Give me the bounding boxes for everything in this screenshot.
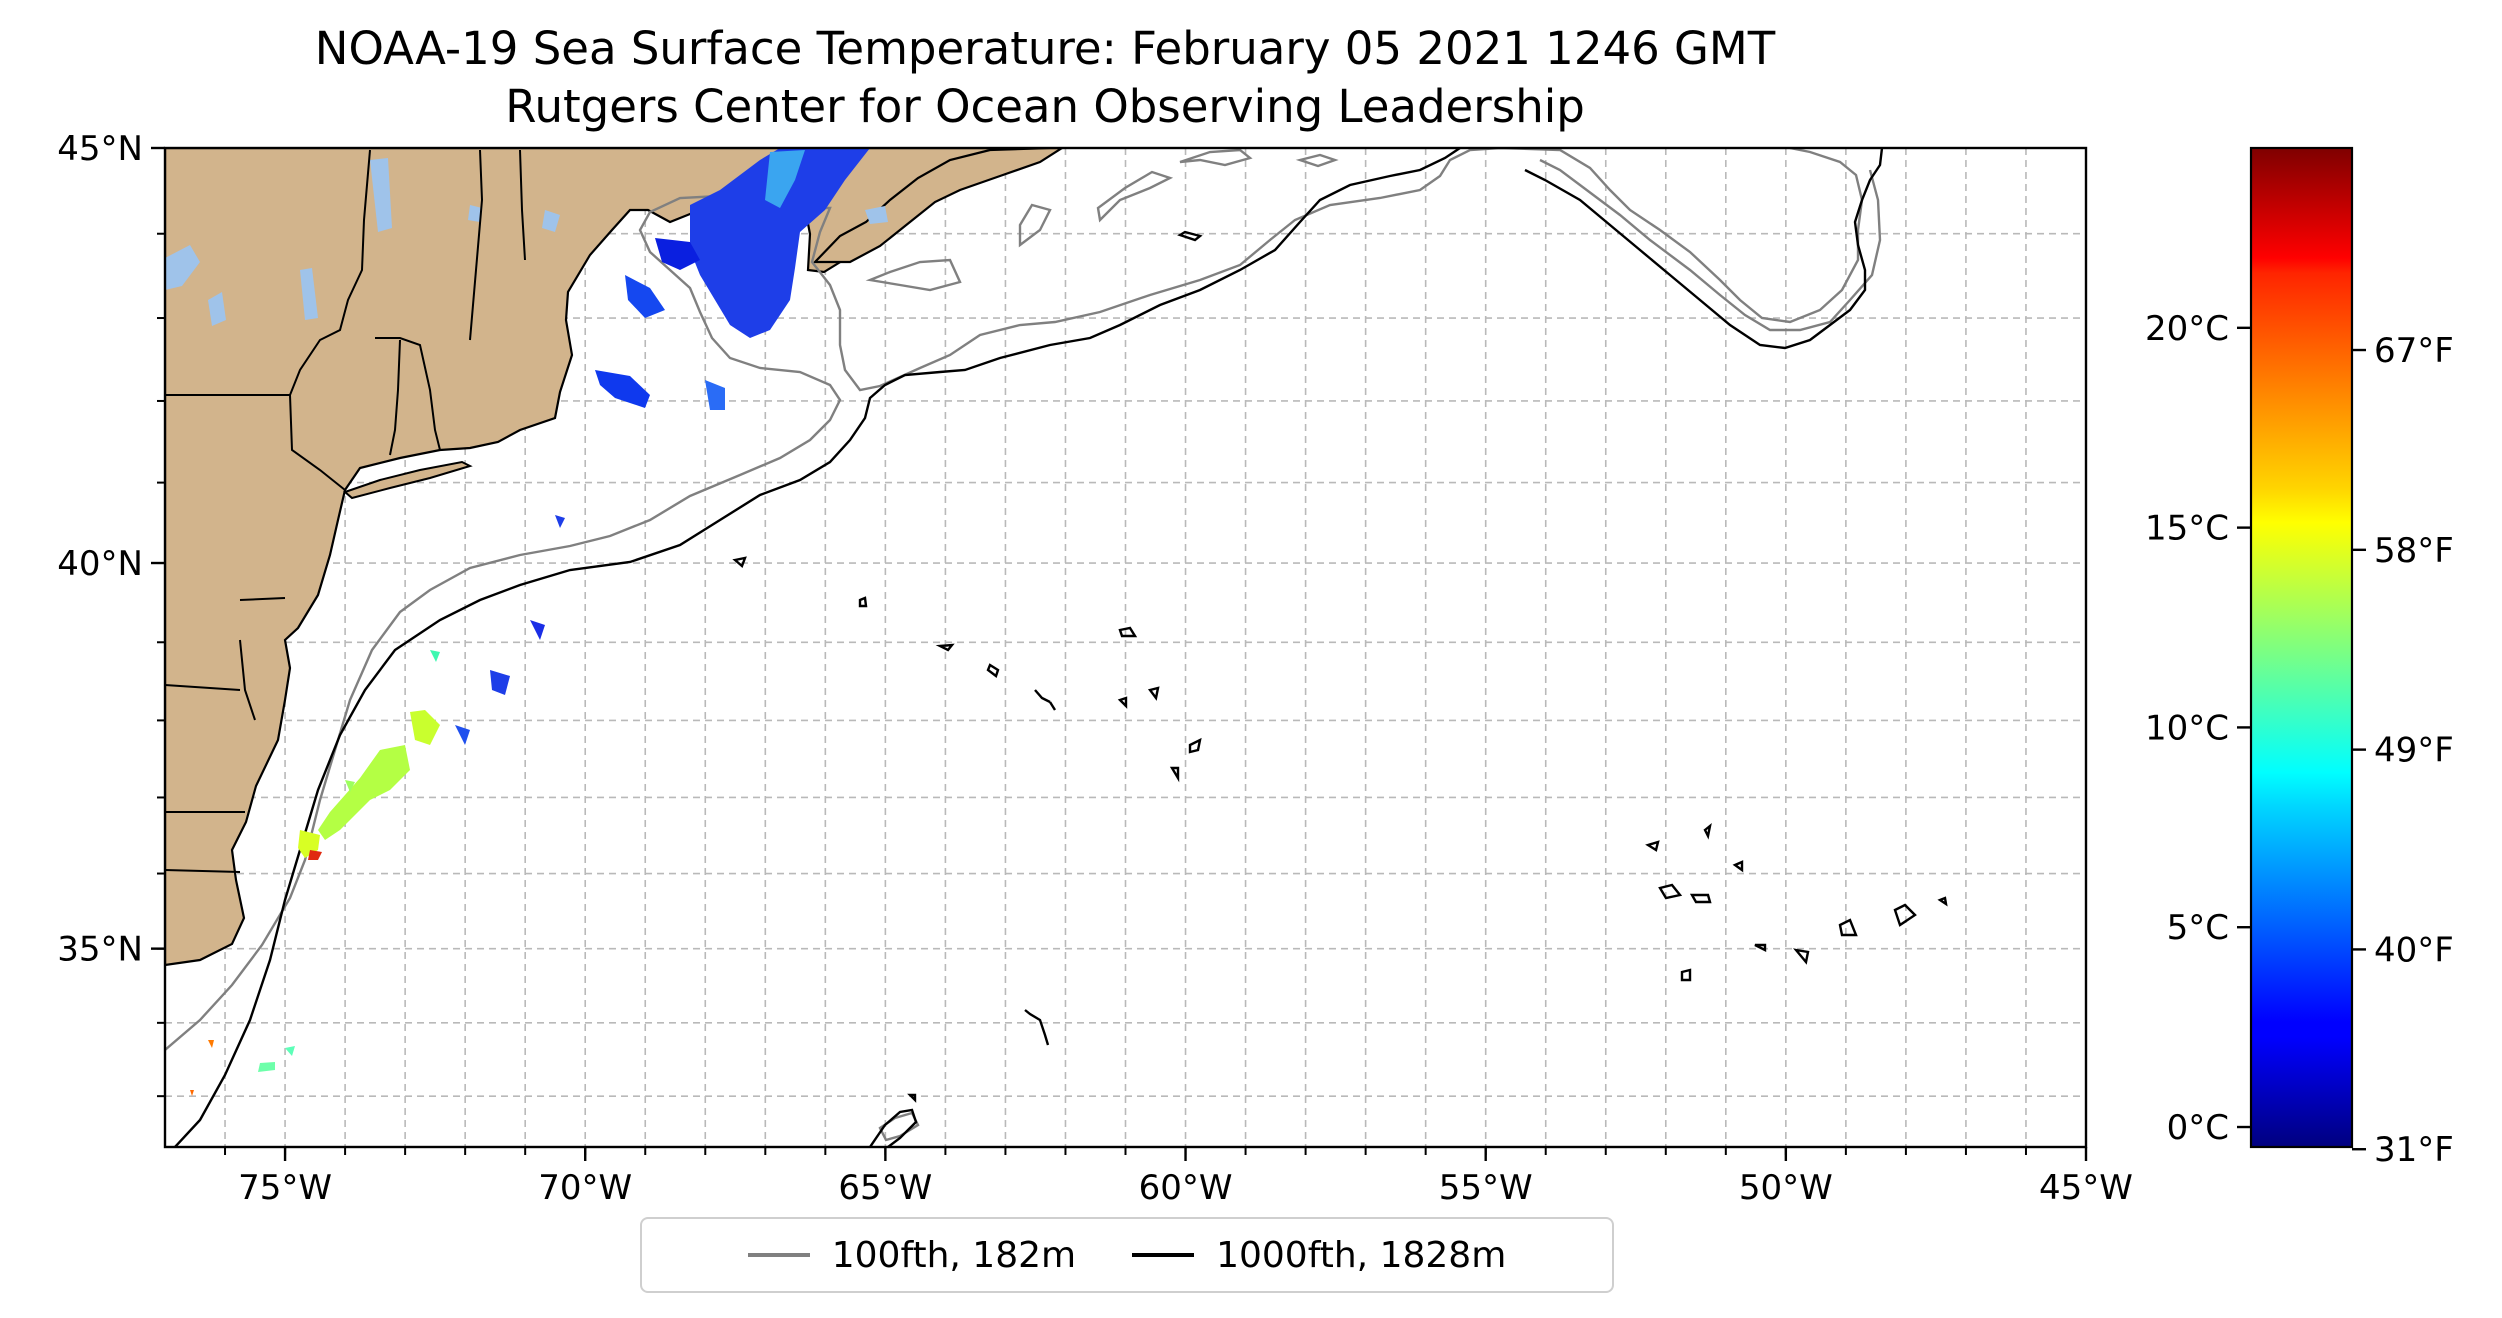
legend-swatch-100fth [747, 1253, 810, 1257]
legend-item-100fth: 100fth, 182m [747, 1234, 1077, 1276]
celsius-tick-label: 15°C [2145, 509, 2229, 549]
land-long-island [343, 460, 473, 500]
lon-tick-label: 50°W [1739, 1168, 1833, 1208]
colorbar [2249, 146, 2354, 1149]
isobath-1000fth [174, 148, 1948, 1147]
fahrenheit-tick-label: 58°F [2374, 531, 2454, 571]
state-borders [165, 149, 526, 873]
map-title: NOAA-19 Sea Surface Temperature: Februar… [314, 22, 1776, 75]
legend-item-1000fth: 1000fth, 1828m [1132, 1235, 1506, 1276]
land [165, 148, 1065, 967]
map-subtitle: Rutgers Center for Ocean Observing Leade… [505, 80, 1585, 133]
legend-swatch-1000fth [1132, 1253, 1195, 1257]
fahrenheit-tick-label: 49°F [2374, 731, 2454, 771]
sst-patch-gulf-of-maine [690, 148, 870, 338]
isobath-100fth [165, 148, 1882, 1142]
celsius-tick-label: 0°C [2167, 1108, 2229, 1148]
lon-tick-label: 45°W [2039, 1168, 2133, 1208]
map-axes: 75°W 70°W 65°W 60°W 55°W 50°W 45°W 45°N 40°N 35°N [57, 129, 2133, 1208]
colorbar-ticks: 0°C 5°C 10°C 15°C 20°C 31°F 40°F 49°F 58°F 67°F [2145, 309, 2454, 1170]
fahrenheit-tick-label: 31°F [2374, 1130, 2454, 1170]
lon-tick-label: 65°W [838, 1168, 932, 1208]
lat-tick-label: 45°N [57, 129, 143, 169]
lon-tick-label: 55°W [1439, 1168, 1533, 1208]
gridlines [165, 148, 2086, 1147]
sst-patch-shelf-warm [410, 710, 440, 745]
fahrenheit-tick-label: 40°F [2374, 930, 2454, 970]
celsius-tick-label: 5°C [2167, 908, 2229, 948]
land-us-canada [165, 148, 1063, 967]
lon-tick-label: 75°W [238, 1168, 332, 1208]
legend-label-1000fth: 1000fth, 1828m [1216, 1234, 1507, 1276]
lat-tick-label: 35°N [57, 930, 143, 970]
lon-tick-label: 60°W [1139, 1168, 1233, 1208]
inland-water [165, 158, 888, 326]
celsius-tick-label: 10°C [2145, 708, 2229, 748]
legend-label-100fth: 100fth, 182m [831, 1234, 1077, 1276]
lat-tick-label: 40°N [57, 544, 143, 584]
fahrenheit-tick-label: 67°F [2374, 331, 2454, 371]
isobath-legend: 100fth, 182m 1000fth, 1828m [640, 1217, 1614, 1293]
lon-tick-label: 70°W [538, 1168, 632, 1208]
celsius-tick-label: 20°C [2145, 309, 2229, 349]
sst-data [190, 148, 870, 1096]
